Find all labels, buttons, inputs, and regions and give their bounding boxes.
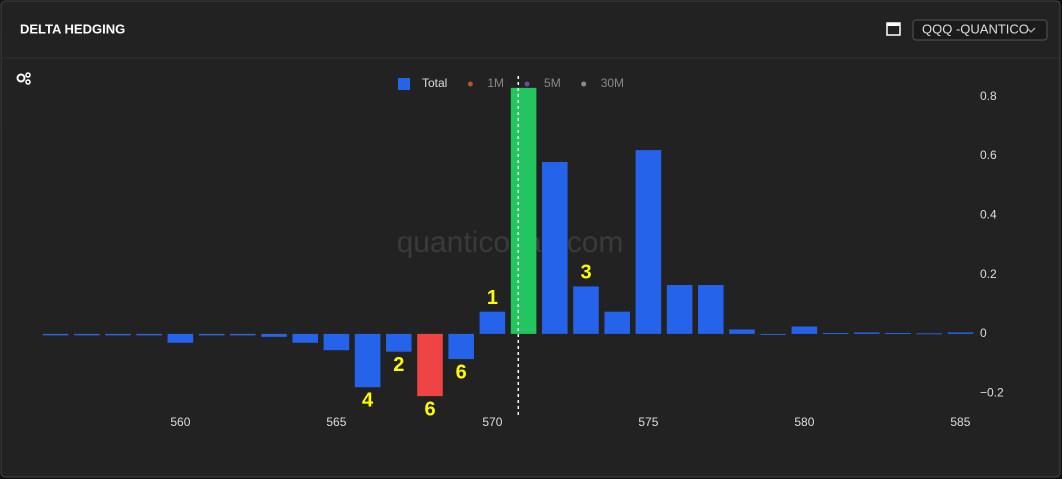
legend-label[interactable]: 1M [487,76,504,90]
bar [105,333,131,336]
x-tick-label: 585 [950,415,970,429]
bar [74,333,100,336]
bar [822,333,849,335]
bar [760,333,786,335]
bar [542,161,568,334]
y-tick-label: 0.8 [980,89,997,103]
bar [323,333,350,351]
bar [635,150,662,334]
bar [947,332,974,334]
bar [167,333,194,343]
annotation: 2 [393,354,404,376]
bar [729,329,755,334]
legend-swatch[interactable] [398,78,410,90]
bar [885,333,911,335]
bar [791,326,818,334]
bar [354,333,381,388]
gear-small[interactable] [25,79,31,85]
window-icon-bar[interactable] [887,23,900,26]
legend-label[interactable]: 5M [544,76,561,90]
legend-dot[interactable] [524,81,530,87]
bar [292,333,318,343]
x-tick-label: 565 [326,415,346,429]
bar [479,311,506,334]
bar [230,333,256,336]
bar [854,332,880,334]
bar [261,333,287,337]
selector-text[interactable]: QQQ -QUANTICO [922,21,1029,36]
annotation: 1 [487,287,498,309]
annotation: 6 [424,398,435,420]
selector-caret[interactable] [1026,27,1036,33]
selector[interactable] [912,19,1048,41]
y-tick-label: 0.6 [980,148,997,162]
settings-icon[interactable] [16,72,31,85]
y-tick-label: 0.4 [980,207,997,221]
gear-large[interactable] [16,73,26,83]
x-tick-label: 570 [482,415,502,429]
legend-label[interactable]: Total [422,76,447,90]
annotation: 3 [580,262,591,284]
bar [386,333,412,352]
bar [573,286,599,334]
bar [448,333,474,360]
bar [698,284,724,334]
bar [604,311,630,334]
window-icon[interactable] [886,22,901,36]
legend-dot[interactable] [467,81,473,87]
bar [198,333,225,336]
x-tick-label: 560 [170,415,190,429]
legend-dot[interactable] [581,81,587,87]
gear-small[interactable] [25,72,31,78]
y-tick-label: 0 [980,326,987,340]
legend-label[interactable]: 30M [601,76,624,90]
annotation: 6 [456,361,467,383]
y-tick-label: 0.2 [980,267,997,281]
watermark: quanticocap.com [397,226,624,259]
bar [42,333,69,336]
x-tick-label: 580 [794,415,814,429]
annotation: 4 [362,390,374,412]
y-tick-label: −0.2 [980,385,1004,399]
x-tick-label: 575 [638,415,658,429]
bar [136,333,162,336]
bar [666,284,693,334]
bar [417,333,443,397]
bar [510,87,537,334]
bar [916,333,942,335]
panel-title: DELTA HEDGING [20,21,125,36]
